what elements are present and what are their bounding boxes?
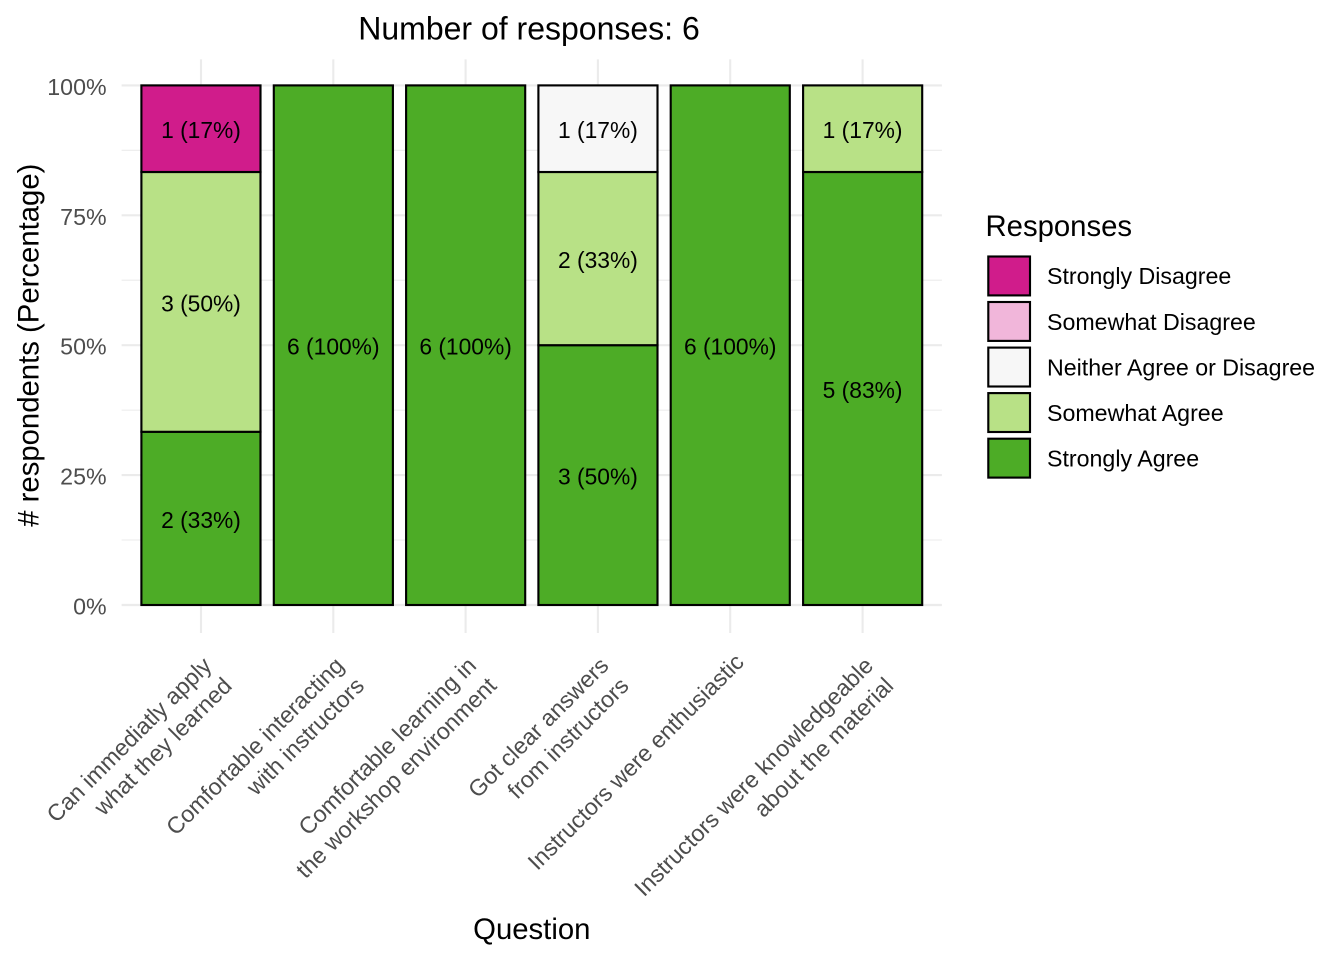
svg-text:50%: 50% — [60, 334, 106, 360]
svg-text:3 (50%): 3 (50%) — [161, 290, 241, 316]
svg-text:Somewhat Disagree: Somewhat Disagree — [1047, 309, 1256, 335]
svg-text:100%: 100% — [47, 74, 106, 100]
svg-text:Number of responses: 6: Number of responses: 6 — [358, 10, 700, 46]
svg-text:2 (33%): 2 (33%) — [558, 247, 638, 273]
svg-text:1 (17%): 1 (17%) — [823, 117, 903, 143]
svg-text:3 (50%): 3 (50%) — [558, 464, 638, 490]
svg-text:6 (100%): 6 (100%) — [684, 334, 777, 360]
svg-text:5 (83%): 5 (83%) — [823, 377, 903, 403]
svg-text:6 (100%): 6 (100%) — [419, 334, 512, 360]
svg-text:Strongly Disagree: Strongly Disagree — [1047, 263, 1231, 289]
svg-text:Question: Question — [473, 913, 590, 946]
svg-text:1 (17%): 1 (17%) — [161, 117, 241, 143]
svg-text:Somewhat Agree: Somewhat Agree — [1047, 400, 1224, 426]
svg-text:Neither Agree or Disagree: Neither Agree or Disagree — [1047, 354, 1315, 380]
svg-text:# respondents (Percentage): # respondents (Percentage) — [13, 164, 46, 527]
svg-text:1 (17%): 1 (17%) — [558, 117, 638, 143]
svg-text:6 (100%): 6 (100%) — [287, 334, 380, 360]
svg-text:Responses: Responses — [986, 210, 1133, 243]
svg-text:75%: 75% — [60, 204, 106, 230]
svg-text:2 (33%): 2 (33%) — [161, 507, 241, 533]
svg-text:0%: 0% — [73, 594, 107, 620]
svg-text:25%: 25% — [60, 464, 106, 490]
svg-text:Strongly Agree: Strongly Agree — [1047, 445, 1199, 471]
